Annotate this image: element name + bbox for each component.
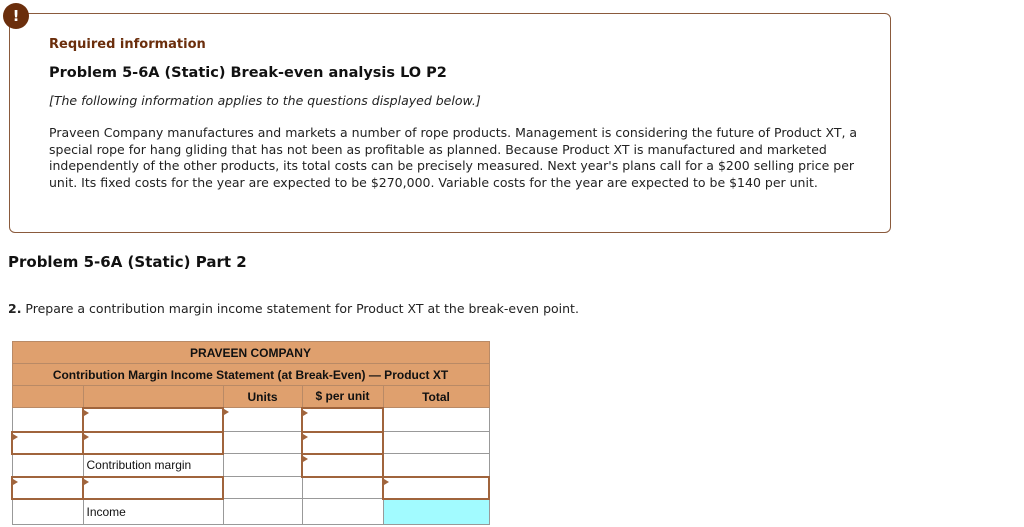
per-unit-input[interactable]: [301, 452, 384, 478]
header-total: Total: [382, 385, 490, 408]
cell: [222, 431, 303, 454]
company-name: PRAVEEN COMPANY: [11, 341, 490, 364]
problem-description: Praveen Company manufactures and markets…: [49, 125, 858, 190]
operator-dropdown[interactable]: [11, 430, 84, 455]
statement-title: Contribution Margin Income Statement (at…: [11, 363, 490, 386]
cell: [222, 498, 303, 525]
header-per-unit: $ per unit: [301, 385, 384, 408]
cell: [222, 476, 303, 499]
cell: [11, 498, 84, 525]
problem-title: Problem 5-6A (Static) Break-even analysi…: [49, 65, 447, 81]
alert-icon: !: [3, 3, 29, 29]
cell: [301, 498, 384, 525]
cell: [301, 476, 384, 499]
cell: [222, 453, 303, 477]
question-number: 2.: [8, 301, 22, 316]
income-total-cell: [382, 498, 490, 525]
total-input[interactable]: [382, 475, 490, 500]
line-item-dropdown[interactable]: [82, 406, 224, 433]
header-blank: [82, 385, 224, 408]
part-title: Problem 5-6A (Static) Part 2: [8, 253, 247, 271]
question-text: Prepare a contribution margin income sta…: [21, 301, 579, 316]
total-cell: [382, 407, 490, 432]
cell: [11, 453, 84, 477]
total-cell: [382, 431, 490, 454]
line-item-dropdown[interactable]: [82, 475, 224, 500]
question: 2. Prepare a contribution margin income …: [8, 301, 579, 316]
income-label: Income: [82, 498, 224, 525]
line-item-dropdown[interactable]: [82, 430, 224, 455]
info-note: [The following information applies to th…: [49, 93, 481, 108]
required-info-panel: [9, 13, 891, 233]
header-blank: [11, 385, 84, 408]
cell: [11, 407, 84, 432]
income-statement-table: PRAVEEN COMPANY Contribution Margin Inco…: [11, 341, 490, 525]
header-units: Units: [222, 385, 303, 408]
per-unit-input[interactable]: [301, 406, 384, 433]
total-cell: [382, 453, 490, 477]
operator-dropdown[interactable]: [11, 475, 84, 500]
contribution-margin-label: Contribution margin: [82, 453, 224, 477]
units-input[interactable]: [222, 407, 303, 432]
required-info-label: Required information: [49, 37, 206, 52]
per-unit-input[interactable]: [301, 430, 384, 455]
